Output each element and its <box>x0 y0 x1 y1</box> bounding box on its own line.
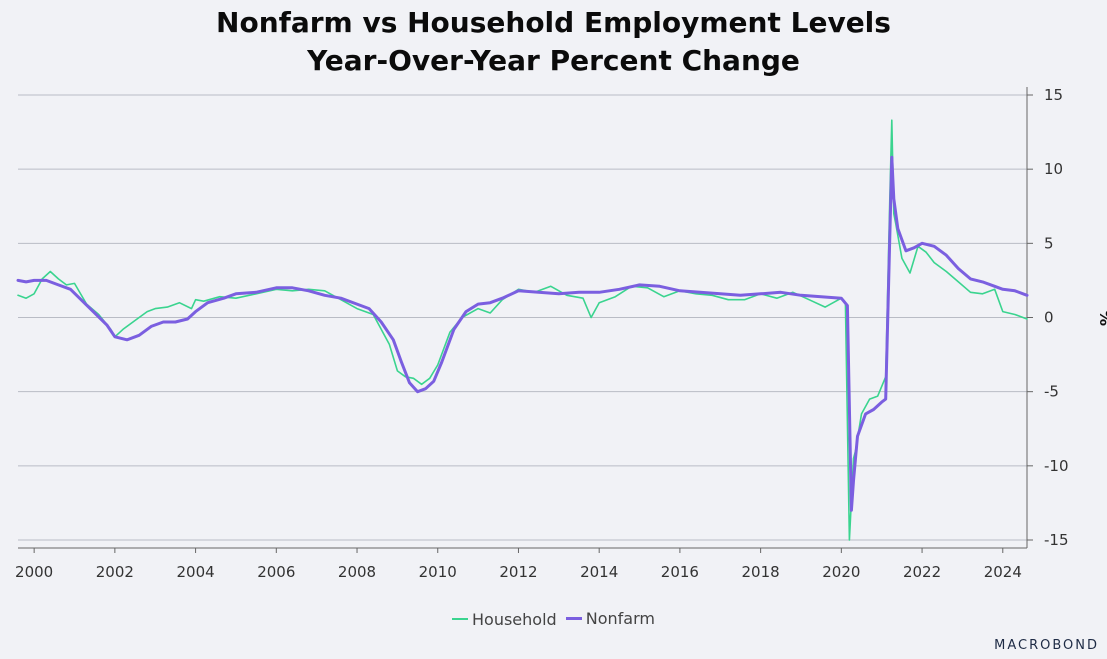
y-tick-label: -10 <box>1044 457 1069 475</box>
brand-logo-text: MACROBOND <box>994 638 1099 653</box>
y-axis-unit-label: % <box>1096 310 1107 326</box>
y-tick-label: -15 <box>1044 531 1069 549</box>
chart-title: Nonfarm vs Household Employment Levels Y… <box>0 4 1107 80</box>
y-tick-label: -5 <box>1044 383 1059 401</box>
y-tick-label: 0 <box>1044 309 1054 327</box>
x-tick-label: 2010 <box>419 563 457 581</box>
x-tick-label: 2012 <box>499 563 537 581</box>
legend-item-nonfarm[interactable]: Nonfarm <box>565 609 655 628</box>
legend: Household Nonfarm <box>0 605 1107 629</box>
x-tick-label: 2024 <box>984 563 1022 581</box>
legend-label-household: Household <box>472 609 557 629</box>
legend-swatch-household <box>452 618 468 620</box>
legend-item-household[interactable]: Household <box>452 610 557 629</box>
y-tick-label: 5 <box>1044 234 1054 252</box>
series-line-household <box>17 119 1028 541</box>
chart-title-line-2: Year-Over-Year Percent Change <box>307 44 800 77</box>
series-line-nonfarm <box>16 155 1029 512</box>
chart-title-line-1: Nonfarm vs Household Employment Levels <box>216 6 891 39</box>
x-tick-label: 2004 <box>176 563 214 581</box>
x-tick-label: 2018 <box>742 563 780 581</box>
x-tick-label: 2000 <box>15 563 53 581</box>
x-tick-label: 2016 <box>661 563 699 581</box>
y-tick-label: 10 <box>1044 160 1063 178</box>
x-tick-label: 2014 <box>580 563 618 581</box>
x-tick-label: 2020 <box>822 563 860 581</box>
x-tick-label: 2006 <box>257 563 295 581</box>
legend-label-nonfarm: Nonfarm <box>585 609 655 628</box>
y-tick-label: 15 <box>1044 86 1063 104</box>
x-tick-label: 2022 <box>903 563 941 581</box>
legend-swatch-nonfarm <box>565 617 582 620</box>
x-tick-label: 2008 <box>338 563 376 581</box>
x-tick-label: 2002 <box>96 563 134 581</box>
